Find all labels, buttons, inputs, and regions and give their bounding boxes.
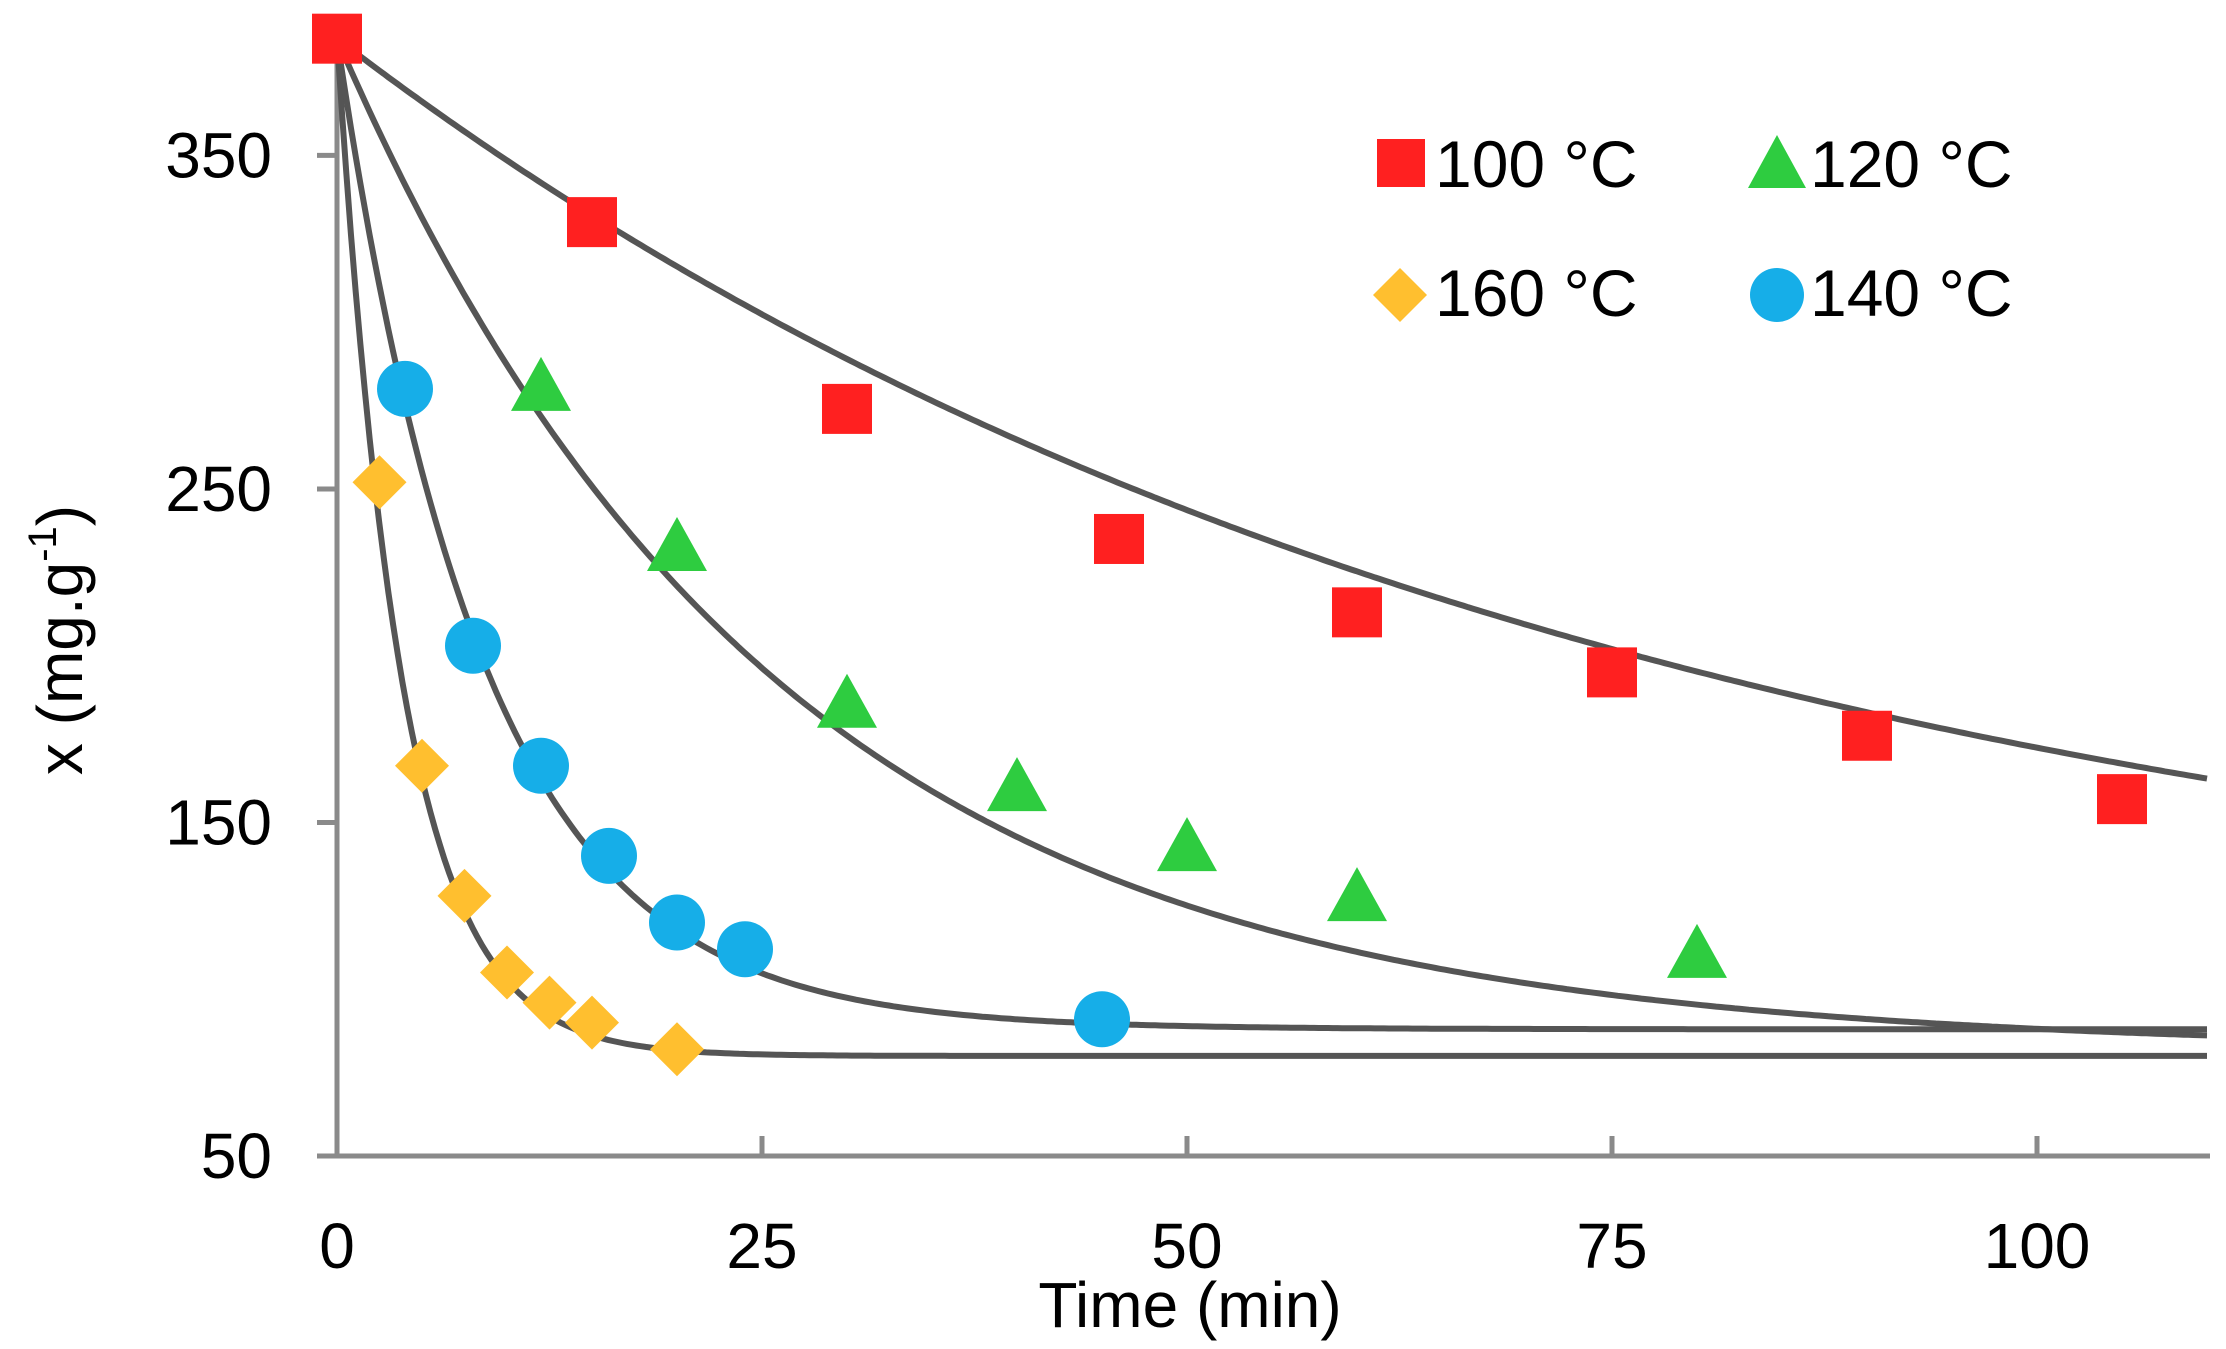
legend-label-100: 100 °C — [1435, 127, 1638, 201]
data-point-circle — [649, 894, 705, 951]
data-point-diamond — [565, 995, 619, 1050]
data-point-diamond — [395, 738, 449, 793]
data-point-square — [2097, 774, 2147, 825]
fit-curve — [335, 36, 2208, 782]
y-axis-title-superscript: -1 — [21, 526, 65, 562]
data-point-triangle — [1157, 817, 1217, 872]
data-point-triangle — [1327, 867, 1387, 922]
legend-circle-marker — [1750, 268, 1804, 322]
legend-diamond-marker — [1373, 268, 1427, 322]
y-tick-label: 250 — [165, 453, 272, 525]
legend-square-marker — [1377, 139, 1425, 187]
legend-item-120: 120 °C — [1748, 127, 2013, 201]
fit-curve — [334, 38, 2207, 1033]
y-axis-title-close: ) — [24, 505, 96, 526]
data-point-square — [1094, 513, 1144, 564]
data-point-circle — [717, 921, 773, 978]
data-point-triangle — [511, 356, 571, 411]
legend-item-140: 140 °C — [1750, 256, 2013, 330]
x-ticks: 0 25 50 75 100 — [319, 1136, 2090, 1282]
x-tick-label: 25 — [726, 1210, 797, 1282]
data-point-diamond — [650, 1022, 704, 1077]
x-tick-label: 75 — [1576, 1210, 1647, 1282]
data-point-triangle — [987, 757, 1047, 812]
data-point-square — [1332, 587, 1382, 638]
y-tick-label: 350 — [165, 119, 272, 191]
axes — [334, 22, 2210, 1159]
x-tick-label: 100 — [1984, 1210, 2091, 1282]
x-tick-label: 0 — [319, 1210, 355, 1282]
data-point-square — [1587, 647, 1637, 698]
data-point-triangle — [647, 516, 707, 571]
data-point-circle — [445, 617, 501, 674]
legend: 100 °C 120 °C 160 °C 140 °C — [1373, 127, 2013, 330]
x-axis-title: Time (min) — [1038, 1269, 1341, 1341]
data-point-square — [822, 383, 872, 434]
data-point-triangle — [1667, 923, 1727, 978]
data-point-diamond — [437, 868, 492, 923]
y-tick-label: 150 — [165, 786, 272, 858]
legend-item-160: 160 °C — [1373, 256, 1638, 330]
data-point-triangle — [817, 673, 877, 728]
y-axis-title: x (mg.g-1) — [21, 505, 96, 775]
legend-triangle-marker — [1748, 135, 1806, 188]
y-axis-title-main: x (mg.g — [24, 562, 96, 775]
data-point-square — [1842, 710, 1892, 761]
y-tick-label: 50 — [201, 1120, 272, 1192]
data-point-diamond — [352, 455, 407, 510]
y-ticks: 50 150 250 350 — [165, 119, 337, 1192]
fit-curves — [334, 36, 2208, 1059]
fit-curve — [334, 38, 2207, 1059]
data-point-circle — [513, 737, 569, 794]
data-point-square — [312, 13, 362, 64]
data-point-circle — [581, 827, 637, 884]
fit-curve — [334, 37, 2208, 1039]
data-point-square — [567, 197, 617, 248]
data-point-circle — [377, 360, 433, 417]
data-point-circle — [1074, 991, 1130, 1048]
legend-label-120: 120 °C — [1810, 127, 2013, 201]
data-points — [312, 13, 2147, 1077]
x-tick-label: 50 — [1151, 1210, 1222, 1282]
legend-label-160: 160 °C — [1435, 256, 1638, 330]
data-point-diamond — [480, 945, 534, 1000]
legend-label-140: 140 °C — [1810, 256, 2013, 330]
legend-item-100: 100 °C — [1377, 127, 1638, 201]
data-point-diamond — [522, 975, 577, 1030]
